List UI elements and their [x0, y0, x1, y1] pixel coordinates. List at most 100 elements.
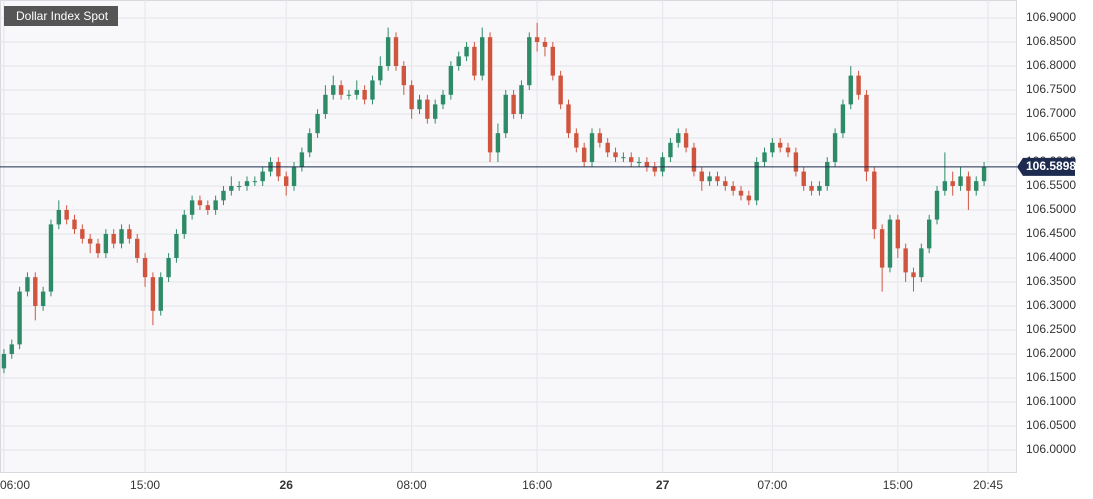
candle-body [409, 85, 414, 110]
y-tick-label: 106.0500 [1026, 418, 1076, 432]
candle-body [550, 46, 556, 76]
candle-body [581, 147, 587, 162]
x-tick-label: 26 [280, 478, 294, 492]
candle-body [346, 94, 352, 96]
y-tick-label: 106.2500 [1026, 322, 1076, 336]
candle-body [762, 152, 767, 162]
chart-title: Dollar Index Spot [16, 9, 109, 23]
y-tick-label: 106.0000 [1026, 442, 1076, 456]
candle-body [872, 171, 877, 230]
candle-body [887, 219, 893, 268]
candle-body [699, 171, 704, 182]
candle-body [809, 185, 814, 191]
candle-body [25, 277, 30, 292]
candle-body [252, 181, 258, 183]
candle-body [911, 272, 916, 278]
candle-body [150, 277, 156, 311]
candle-body [691, 147, 697, 172]
candle-body [472, 46, 477, 76]
candle-body [385, 37, 391, 66]
x-tick-label: 15:00 [130, 478, 160, 492]
candle-body [338, 85, 344, 95]
last-price-pointer [1017, 157, 1075, 176]
candle-body [613, 152, 618, 158]
candle-body [331, 85, 336, 95]
candle-body [589, 133, 595, 162]
candle-body [730, 185, 736, 191]
y-tick-label: 106.8500 [1026, 34, 1076, 48]
candle-body [362, 89, 367, 100]
candle-body [64, 209, 69, 220]
candle-body [9, 344, 14, 354]
y-tick-label: 106.3000 [1026, 298, 1076, 312]
candle-body [527, 37, 532, 86]
candle-body [221, 190, 226, 201]
candle-body [738, 190, 744, 196]
y-tick-label: 106.7500 [1026, 82, 1076, 96]
title-box [4, 6, 118, 26]
candle-body [354, 89, 359, 95]
candle-body [644, 161, 650, 167]
candle-body [205, 205, 210, 210]
candle-body [605, 142, 610, 153]
candle-body [432, 104, 438, 119]
candle-body [574, 133, 579, 148]
candle-body [182, 214, 187, 234]
candle-body [746, 195, 752, 201]
candle-body [715, 176, 720, 182]
candle-body [401, 65, 407, 86]
candle-body [48, 224, 54, 292]
candle-body [393, 37, 399, 66]
candle-body [825, 161, 830, 186]
candle-body [652, 166, 657, 172]
y-tick-label: 106.8000 [1026, 58, 1076, 72]
candle-body [323, 94, 328, 114]
last-price-label: 106.5898 [1026, 159, 1076, 173]
candle-body [80, 229, 85, 239]
candle-body [456, 56, 461, 66]
candle-body [542, 41, 548, 47]
x-tick-label: 06:00 [0, 478, 30, 492]
candle-body [87, 238, 93, 244]
candle-body [942, 181, 948, 191]
candle-body [981, 166, 987, 182]
candle-body [95, 243, 101, 254]
candle-body [244, 181, 250, 186]
candle-body [119, 229, 124, 244]
candle-body [660, 157, 665, 172]
candle-body [801, 171, 806, 186]
candle-body [785, 147, 791, 153]
x-tick-label: 15:00 [883, 478, 913, 492]
candle-body [770, 142, 775, 153]
plot-area [0, 0, 1017, 473]
candle-body [676, 133, 681, 143]
candle-body [142, 257, 148, 278]
candle-body [370, 80, 375, 100]
candle-body [17, 291, 22, 345]
candle-body [440, 94, 446, 105]
y-tick-label: 106.4000 [1026, 250, 1076, 264]
x-tick-label: 20:45 [973, 478, 1003, 492]
y-tick-label: 106.5000 [1026, 202, 1076, 216]
candle-body [683, 133, 689, 148]
candle-body [840, 104, 846, 134]
candle-body [480, 37, 485, 76]
candle-body [464, 46, 469, 57]
candle-body [307, 133, 312, 153]
candle-body [566, 104, 571, 134]
candle-body [229, 185, 234, 191]
candle-body [511, 94, 516, 114]
candle-body [966, 176, 971, 191]
candle-body [189, 200, 195, 215]
candle-body [448, 65, 454, 95]
x-tick-label: 08:00 [397, 478, 427, 492]
candle-body [284, 176, 289, 186]
candle-body [127, 229, 132, 239]
candle-body [558, 75, 563, 105]
candle-body [597, 133, 603, 143]
candle-body [848, 75, 853, 105]
candle-body [974, 181, 979, 191]
candle-body [315, 113, 320, 134]
candle-body [817, 185, 822, 191]
